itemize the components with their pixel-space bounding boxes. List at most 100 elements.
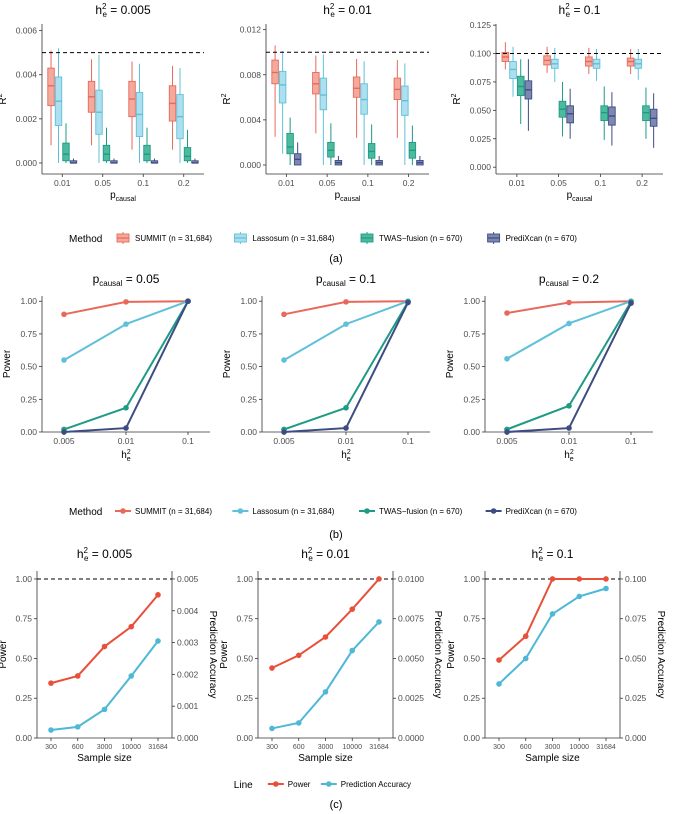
boxplot-box-predixcan: [69, 158, 78, 164]
boxplot-x-label-main: p: [110, 190, 116, 201]
accuracy-point-power: [322, 634, 329, 640]
power-point-predixcan: [123, 425, 129, 431]
legend-b-label: PrediXcan (n = 670): [506, 507, 578, 516]
power-y-tick-label: 0.00: [20, 427, 37, 437]
boxplot-box-lassosum: [278, 51, 287, 154]
accuracy-point-power: [101, 643, 108, 650]
power-x-tick-label: 0.005: [496, 436, 518, 446]
accuracy-x-tick-label: 10000: [343, 744, 363, 751]
power-y-tick-label: 1.00: [20, 296, 37, 306]
panel-label-b: (b): [329, 529, 342, 541]
accuracy-x-tick-label: 31684: [148, 744, 168, 751]
power-point-predixcan: [185, 298, 191, 305]
boxplot-y-tick-label: 0.002: [16, 114, 38, 124]
boxplot-box-lassosum: [319, 54, 328, 165]
accuracy-point-power: [576, 576, 583, 582]
boxplot-y-label: R2: [221, 93, 233, 104]
boxplot-box-predixcan: [334, 155, 343, 166]
accuracy-y-right-tick-label: 0.0100: [398, 574, 424, 584]
accuracy-y-right-tick-label: 0.0050: [398, 653, 424, 663]
power-y-tick-label: 0.25: [20, 394, 37, 404]
boxplot-box-lassosum: [634, 49, 643, 80]
boxplot-box-twas-fusion: [408, 125, 417, 165]
power-point-predixcan: [504, 429, 510, 435]
accuracy-x-tick-label: 3000: [318, 744, 334, 751]
power-point-predixcan: [628, 300, 634, 306]
boxplot-box-summit: [585, 47, 593, 74]
accuracy-x-label: Sample size: [298, 753, 353, 764]
accuracy-title-2-sup: 2: [308, 546, 313, 555]
boxplot-title-1-value: = 0.005: [107, 3, 151, 17]
power-y-tick-label: 0.75: [20, 329, 37, 339]
boxplot-title-2: h2 e = 0.01: [323, 2, 372, 19]
accuracy-point-prediction-accuracy: [322, 689, 329, 695]
boxplot-box-twas-fusion: [600, 86, 609, 140]
power-point-summit: [281, 311, 287, 318]
accuracy-point-prediction-accuracy: [576, 593, 583, 600]
legend-c-label: Prediction Accuracy: [341, 780, 411, 789]
boxplot-box-predixcan: [566, 88, 574, 139]
power-title-2-sub: causal: [323, 279, 346, 288]
accuracy-title-2-value: = 0.01: [313, 547, 350, 561]
boxplot-y-label: R2: [0, 93, 9, 104]
legend-a-label: PrediXcan (n = 670): [506, 234, 578, 243]
power-point-summit: [566, 299, 572, 306]
power-x-tick-label: 0.1: [625, 436, 637, 446]
power-y-label: Power: [445, 349, 456, 378]
power-point-summit: [123, 299, 129, 305]
accuracy-point-prediction-accuracy: [155, 638, 161, 644]
boxplot-box-lassosum: [592, 49, 601, 81]
boxplot-x-tick-label: 0.05: [94, 178, 111, 188]
accuracy-point-prediction-accuracy: [349, 647, 356, 654]
boxplot-x-tick-label: 0.01: [278, 178, 295, 188]
accuracy-x-tick-label: 3000: [545, 744, 561, 751]
accuracy-point-power: [128, 623, 135, 630]
accuracy-y-right-tick-label: 0.000: [177, 733, 199, 743]
boxplot-x-label: pcausal: [110, 190, 136, 203]
boxplot-x-tick-label: 0.05: [550, 178, 567, 188]
power-point-predixcan: [281, 429, 287, 435]
power-point-lassosum: [61, 357, 67, 363]
power-x-tick-label: 0.01: [561, 436, 578, 446]
power-point-summit: [343, 299, 349, 305]
power-y-tick-label: 0.25: [463, 394, 480, 404]
boxplot-box-summit: [626, 49, 635, 74]
power-x-tick-label: 0.1: [402, 436, 414, 446]
boxplot-y-tick-label: 0.125: [470, 20, 492, 30]
boxplot-box-predixcan: [524, 59, 533, 131]
power-point-twas-fusion: [566, 403, 572, 409]
boxplot-box-lassosum: [135, 63, 144, 163]
power-x-tick-label: 0.005: [273, 436, 295, 446]
accuracy-y-right-tick-label: 0.100: [625, 574, 647, 584]
boxplot-y-tick-label: 0.050: [470, 105, 492, 115]
accuracy-y-left-tick-label: 0.75: [236, 614, 253, 624]
boxplot-box-twas-fusion: [62, 123, 70, 163]
legend-b-key-point: [237, 508, 244, 514]
power-x-tick-label: 0.1: [182, 436, 194, 446]
accuracy-point-power: [74, 673, 81, 679]
power-title-1-sub: causal: [99, 279, 122, 288]
accuracy-point-prediction-accuracy: [603, 585, 609, 592]
accuracy-y-right-tick-label: 0.050: [625, 653, 647, 663]
accuracy-y-left-tick-label: 0.00: [236, 733, 253, 743]
accuracy-y-right-tick-label: 0.001: [177, 701, 199, 711]
boxplot-x-label: pcausal: [335, 190, 361, 203]
boxplot-y-tick-label: 0.000: [16, 158, 38, 168]
accuracy-title-3-sup: 2: [538, 546, 543, 555]
boxplot-box-twas-fusion: [642, 87, 650, 139]
accuracy-y-right-tick-label: 0.075: [625, 614, 647, 624]
boxplot-box-twas-fusion: [183, 129, 192, 163]
boxplot-title-1-main: h: [95, 3, 102, 17]
accuracy-y-right-tick-label: 0.000: [625, 733, 647, 743]
boxplot-box-summit: [271, 45, 279, 137]
power-point-lassosum: [123, 321, 129, 327]
boxplot-box-summit: [352, 58, 361, 138]
accuracy-x-tick-label: 300: [493, 744, 505, 751]
boxplot-title-1: h2 e = 0.005: [95, 2, 151, 19]
accuracy-x-tick-label: 10000: [122, 744, 142, 751]
accuracy-y-left-tick-label: 0.25: [15, 693, 32, 703]
accuracy-x-label: Sample size: [77, 753, 132, 764]
accuracy-point-power: [603, 576, 609, 582]
power-x-tick-label: 0.005: [53, 436, 75, 446]
accuracy-y-right-tick-label: 0.004: [177, 606, 199, 616]
